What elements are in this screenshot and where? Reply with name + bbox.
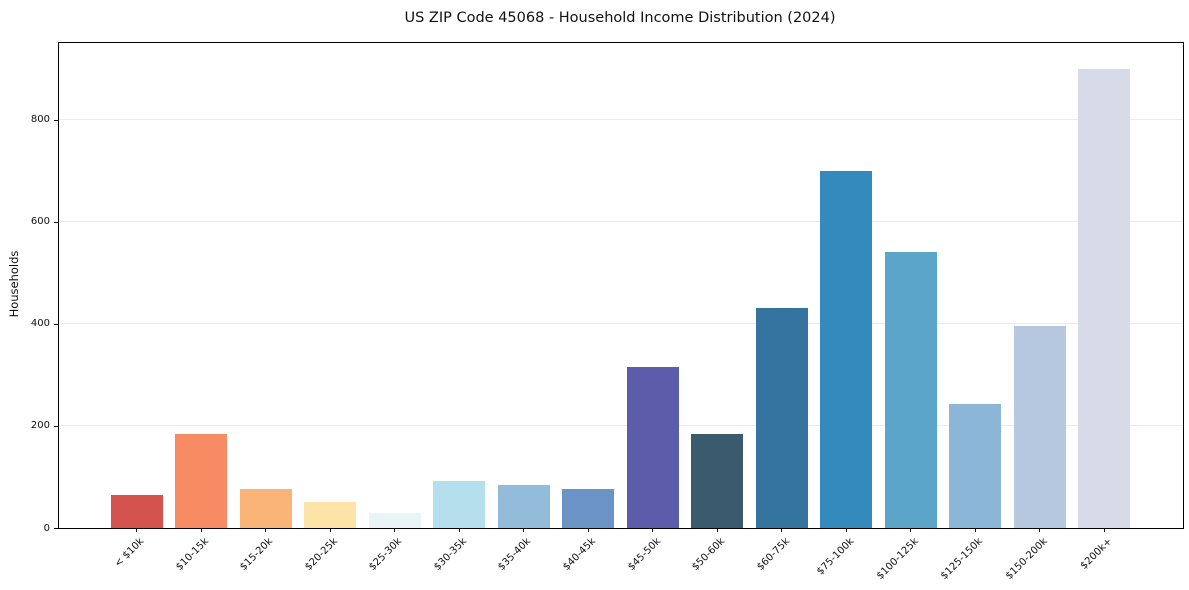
x-tick-label-10-15k: $10-15k — [173, 536, 211, 573]
x-tick-mark-200k+ — [1103, 528, 1105, 532]
gridline-800 — [59, 119, 1183, 121]
x-tick-mark-75-100k — [845, 528, 847, 532]
x-tick-label-25-30k: $25-30k — [367, 536, 405, 573]
y-axis-label: Households — [7, 250, 21, 318]
x-tick-mark-15-20k — [265, 528, 267, 532]
bar-150-200k — [1013, 326, 1066, 528]
x-tick-label-125-150k: $125-150k — [939, 536, 986, 582]
x-tick-mark-10-15k — [200, 528, 202, 532]
y-tick-mark-200 — [54, 425, 59, 427]
bar-40-45k — [562, 488, 615, 528]
x-tick-label-200k+: $200k+ — [1078, 536, 1115, 572]
x-tick-label-100-125k: $100-125k — [874, 536, 921, 582]
bar-30-35k — [433, 481, 486, 528]
y-tick-label-800: 800 — [30, 114, 50, 126]
x-tick-mark-35-40k — [523, 528, 525, 532]
gridline-400 — [59, 323, 1183, 325]
y-tick-label-200: 200 — [30, 420, 50, 432]
y-tick-mark-400 — [54, 323, 59, 325]
x-tick-label-60-75k: $60-75k — [754, 536, 792, 573]
x-tick-label-30-35k: $30-35k — [432, 536, 469, 573]
x-tick-mark-125-150k — [974, 528, 976, 532]
x-tick-label-10k: < $10k — [112, 536, 147, 570]
x-tick-label-40-45k: $40-45k — [561, 536, 598, 573]
y-tick-label-0: 0 — [43, 522, 50, 534]
chart-title: US ZIP Code 45068 - Household Income Dis… — [404, 10, 836, 26]
x-tick-mark-100-125k — [910, 528, 912, 532]
bar-100-125k — [884, 252, 937, 528]
x-tick-label-35-40k: $35-40k — [496, 536, 534, 573]
bar-75-100k — [820, 170, 873, 528]
plot-area — [58, 42, 1184, 529]
bar-45-50k — [626, 367, 679, 528]
bar-10k — [110, 494, 163, 528]
bar-125-150k — [949, 403, 1002, 528]
x-tick-label-15-20k: $15-20k — [238, 536, 276, 573]
x-tick-mark-150-200k — [1039, 528, 1041, 532]
x-tick-label-75-100k: $75-100k — [814, 536, 857, 578]
gridline-200 — [59, 425, 1183, 427]
bar-15-20k — [239, 489, 292, 528]
y-tick-label-600: 600 — [30, 216, 50, 228]
bar-200k+ — [1078, 68, 1131, 528]
bar-20-25k — [304, 502, 357, 528]
x-tick-mark-10k — [136, 528, 137, 532]
x-tick-label-150-200k: $150-200k — [1003, 536, 1050, 582]
x-tick-mark-20-25k — [329, 528, 331, 532]
x-tick-label-50-60k: $50-60k — [690, 536, 728, 573]
bar-35-40k — [497, 484, 550, 528]
x-tick-mark-30-35k — [458, 528, 460, 532]
y-tick-label-400: 400 — [30, 318, 50, 330]
bar-10-15k — [175, 433, 228, 528]
gridline-600 — [59, 221, 1183, 223]
x-tick-mark-60-75k — [781, 528, 783, 532]
y-tick-mark-0 — [54, 528, 59, 529]
x-tick-label-20-25k: $20-25k — [302, 536, 340, 573]
y-tick-mark-600 — [54, 221, 59, 223]
x-tick-mark-25-30k — [394, 528, 396, 532]
y-tick-mark-800 — [54, 119, 59, 121]
bar-60-75k — [755, 308, 808, 528]
x-tick-mark-45-50k — [652, 528, 654, 532]
bar-50-60k — [691, 433, 744, 528]
x-tick-mark-50-60k — [716, 528, 718, 532]
bar-25-30k — [368, 512, 421, 528]
x-tick-mark-40-45k — [587, 528, 589, 532]
x-tick-label-45-50k: $45-50k — [625, 536, 663, 573]
